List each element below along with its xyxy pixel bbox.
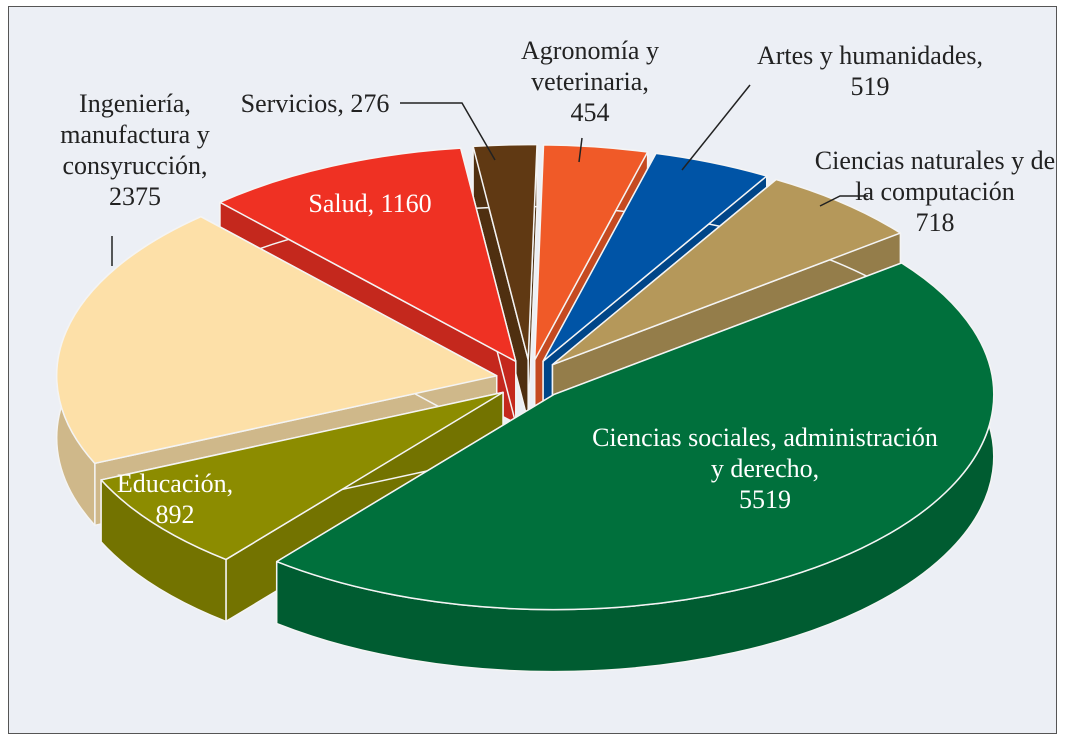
label-value: 1160 bbox=[380, 189, 432, 218]
label-value: 454 bbox=[570, 98, 610, 127]
leader-lines bbox=[111, 84, 868, 266]
label-name: Salud, bbox=[308, 189, 375, 218]
leader-line bbox=[578, 137, 583, 163]
slice-label: Ingeniería, manufactura y consyrucción, … bbox=[25, 88, 245, 212]
label-name: Educación, bbox=[116, 469, 234, 498]
pie-slice bbox=[100, 391, 504, 623]
slice-label: Salud, 1160 bbox=[280, 188, 460, 219]
slice-top bbox=[551, 178, 902, 366]
slice-label: Servicios, 276 bbox=[225, 88, 405, 119]
label-value: 2375 bbox=[109, 182, 161, 211]
slice-top bbox=[472, 143, 538, 361]
label-name: Servicios, bbox=[240, 89, 344, 118]
leader-line bbox=[400, 102, 496, 161]
slice-label: Ciencias sociales, administración y dere… bbox=[590, 422, 940, 515]
slice-top bbox=[275, 262, 995, 611]
label-name: Ciencias sociales, administración y dere… bbox=[592, 423, 938, 483]
slice-top bbox=[542, 152, 768, 362]
pie-slice bbox=[275, 262, 995, 673]
label-name: Ciencias naturales y de la computación bbox=[814, 146, 1056, 206]
slice-label: Ciencias naturales y de la computación 7… bbox=[810, 145, 1060, 238]
label-name: Agronomía y veterinaria, bbox=[521, 36, 659, 96]
leader-line bbox=[819, 195, 868, 207]
label-value: 718 bbox=[915, 208, 955, 237]
label-value: 5519 bbox=[739, 485, 791, 514]
label-value: 519 bbox=[850, 72, 890, 101]
label-value: 276 bbox=[350, 89, 390, 118]
slice-label: Agronomía y veterinaria, 454 bbox=[505, 35, 675, 128]
slice-label: Educación, 892 bbox=[95, 468, 255, 530]
label-name: Artes y humanidades, bbox=[756, 41, 983, 70]
leader-line bbox=[681, 84, 751, 171]
slice-top bbox=[56, 215, 498, 465]
pie-slice bbox=[472, 143, 538, 423]
label-name: Ingeniería, manufactura y consyrucción, bbox=[60, 89, 210, 180]
label-value: 892 bbox=[155, 500, 195, 529]
slice-top bbox=[533, 144, 649, 361]
slice-top bbox=[100, 391, 504, 561]
slice-top bbox=[219, 147, 517, 363]
slice-label: Artes y humanidades, 519 bbox=[735, 40, 1005, 102]
